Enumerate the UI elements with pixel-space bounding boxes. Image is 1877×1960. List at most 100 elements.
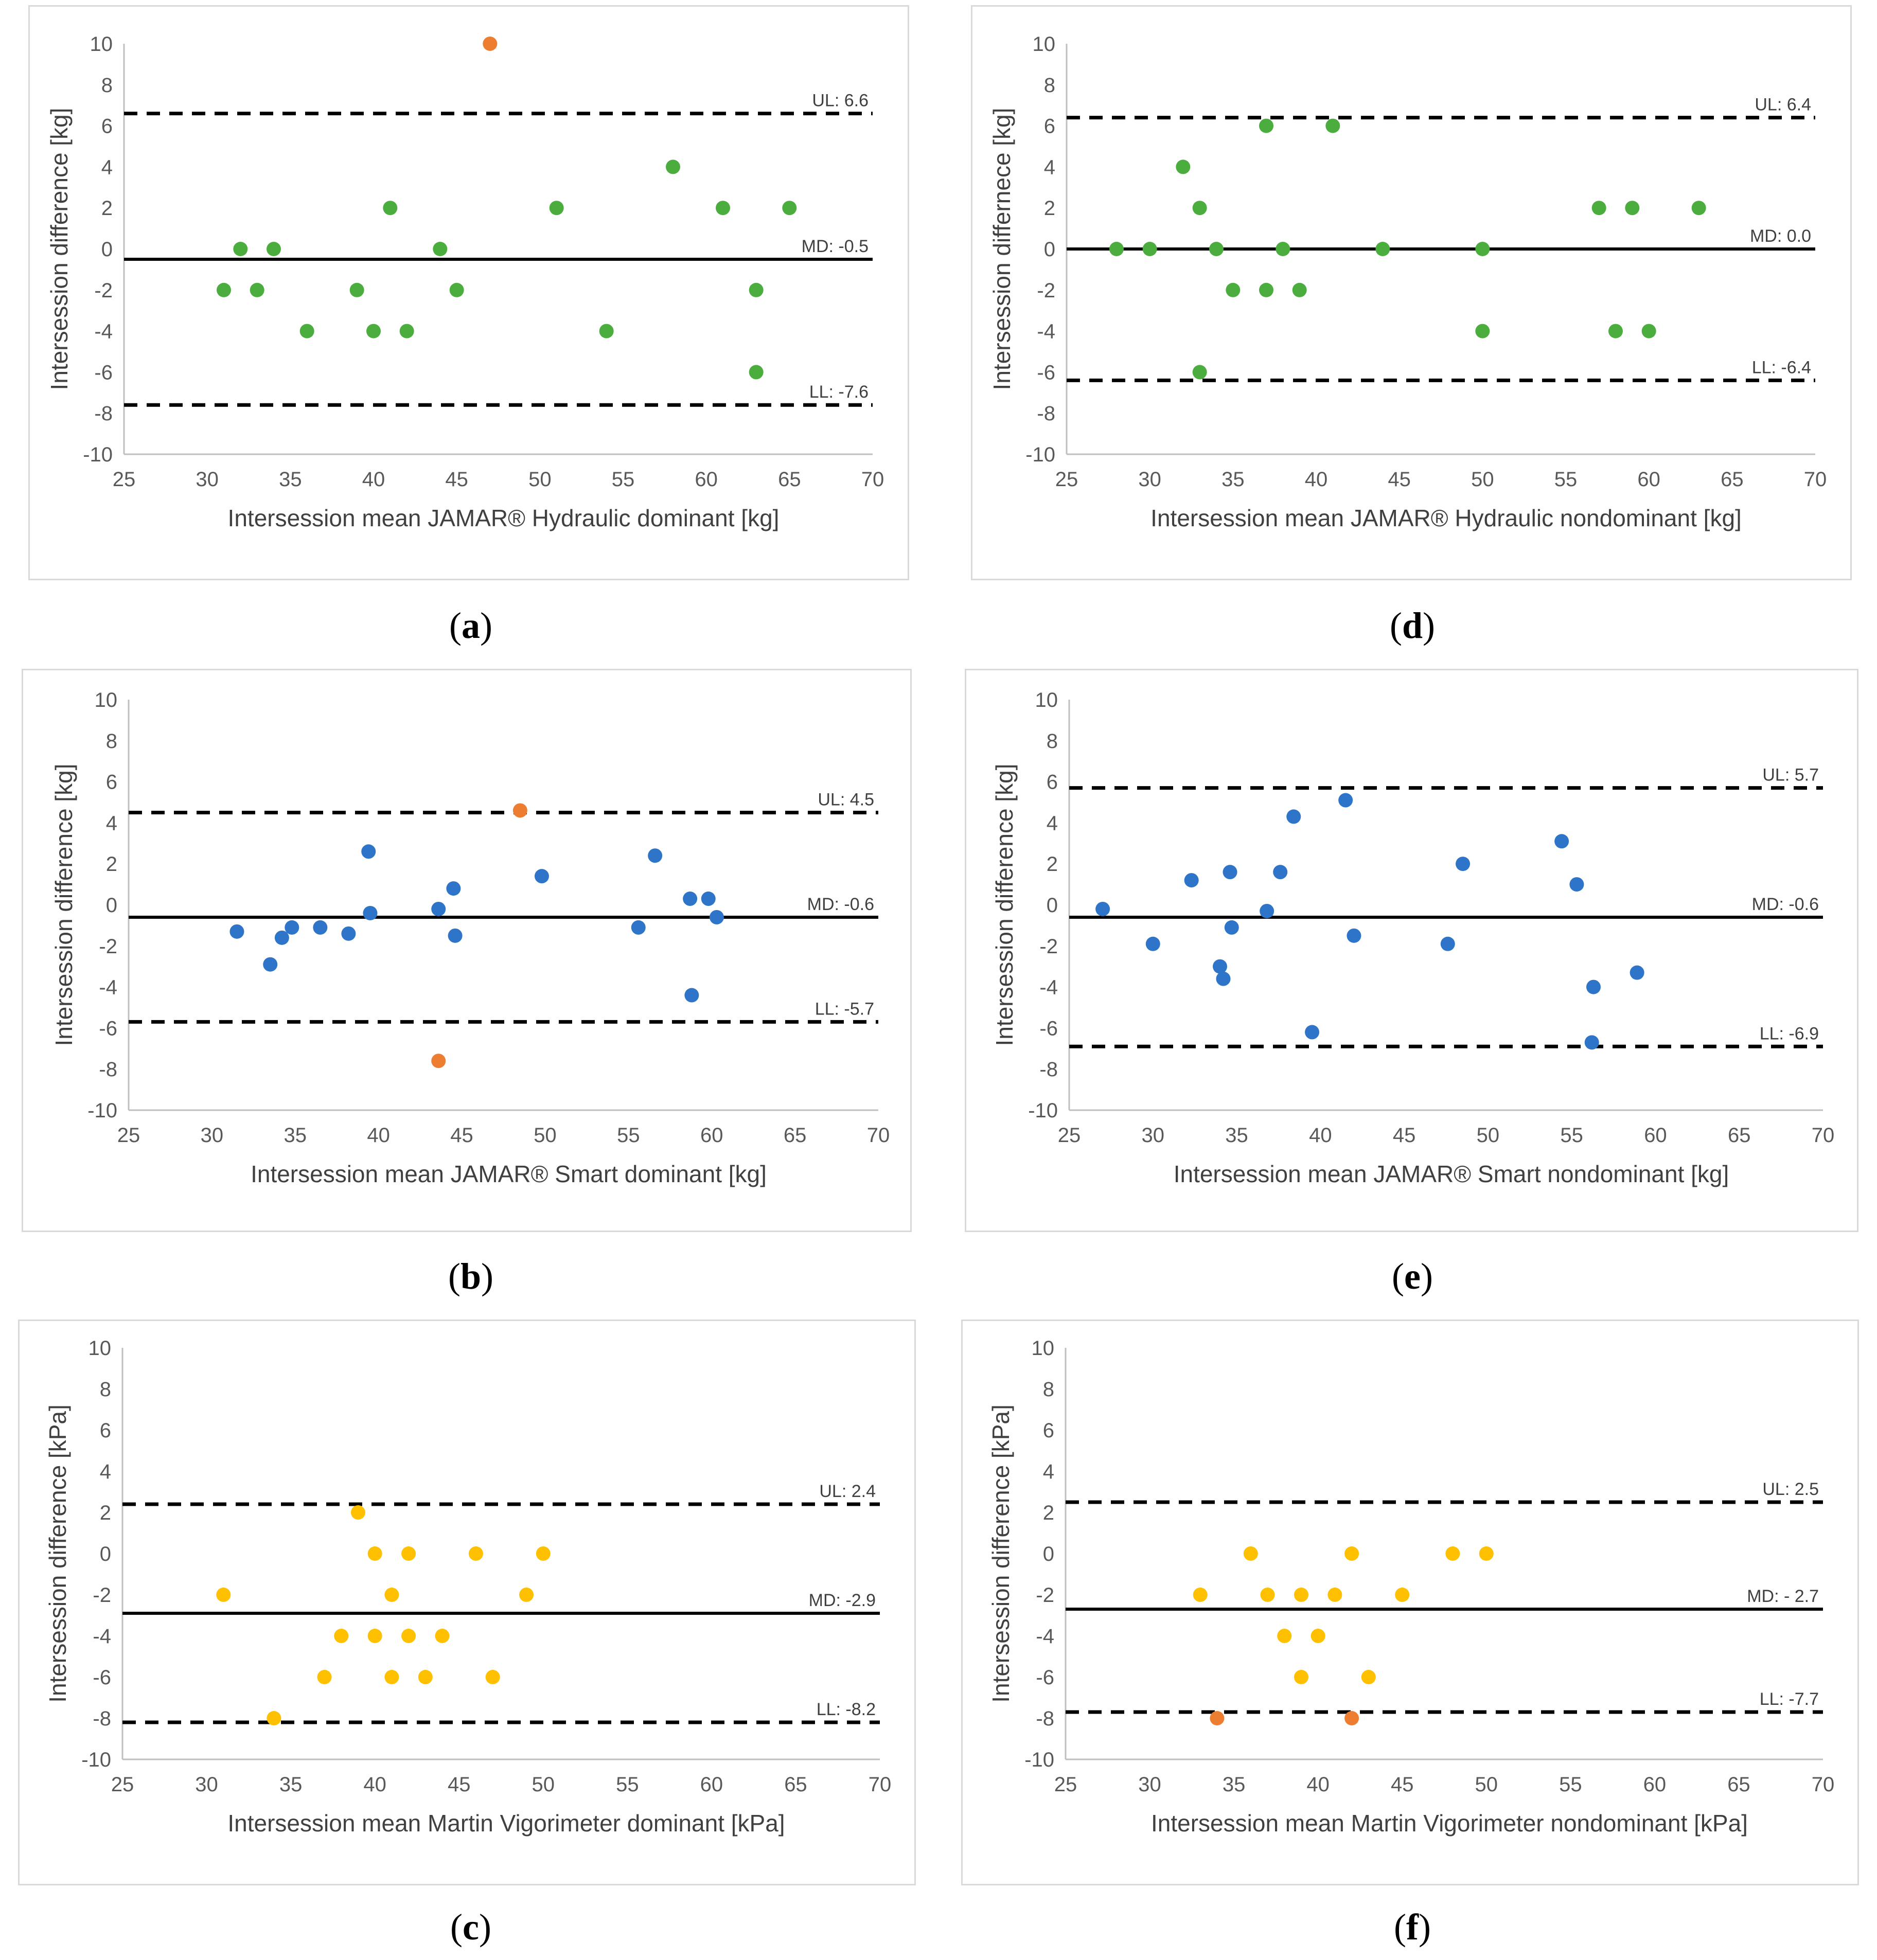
data-point	[1591, 201, 1606, 216]
y-tick-label: -10	[1025, 443, 1055, 466]
y-tick-label: 8	[101, 74, 113, 97]
x-tick-label: 45	[1388, 468, 1411, 491]
y-tick-label: 0	[1043, 1543, 1054, 1565]
data-point	[485, 1670, 500, 1684]
data-point	[1216, 971, 1231, 986]
x-tick-label: 55	[1554, 468, 1578, 491]
data-point	[1210, 1711, 1225, 1725]
data-point	[448, 928, 463, 943]
data-point	[433, 242, 448, 256]
data-point	[1554, 834, 1569, 849]
y-tick-label: 0	[101, 238, 113, 261]
x-tick-label: 35	[284, 1124, 307, 1147]
data-point	[683, 892, 698, 906]
y-tick-label: -10	[83, 443, 113, 466]
panel-label-d: (d)	[1389, 605, 1435, 646]
data-point	[1109, 242, 1124, 256]
y-tick-label: 6	[1044, 115, 1055, 138]
data-point	[317, 1670, 332, 1684]
y-tick-label: 2	[1047, 853, 1058, 876]
data-point	[782, 201, 797, 216]
data-point	[446, 881, 461, 896]
data-point	[384, 1670, 399, 1684]
x-tick-label: 25	[113, 468, 136, 491]
panel-label-c: (c)	[450, 1906, 491, 1948]
data-point	[361, 844, 376, 859]
y-tick-label: 0	[100, 1543, 111, 1565]
x-axis-title: Intersession mean Martin Vigorimeter non…	[1151, 1810, 1748, 1837]
data-point	[483, 37, 498, 51]
y-tick-label: 6	[100, 1419, 111, 1442]
x-tick-label: 65	[784, 1773, 807, 1796]
data-point	[1305, 1025, 1320, 1040]
data-point	[1445, 1546, 1460, 1561]
data-point	[383, 201, 398, 216]
chart-e-svg: -10 -8 -6 -4 -2 0 2 4 6 8 10 25 30 35 40 45 50 55 60 65 70 UL…	[991, 689, 1834, 1187]
data-point	[1475, 324, 1490, 338]
data-point	[1375, 242, 1390, 256]
x-tick-label: 35	[1221, 468, 1245, 491]
panel-label-f: (f)	[1394, 1906, 1431, 1948]
data-point	[534, 869, 549, 884]
data-point	[709, 910, 724, 924]
data-point	[1361, 1670, 1376, 1684]
x-tick-label: 70	[1812, 1773, 1835, 1796]
y-tick-label: 0	[106, 894, 117, 917]
y-tick-label: 8	[1047, 730, 1058, 753]
y-axis-title: Intersession difference [kg]	[991, 764, 1018, 1046]
y-tick-label: 6	[101, 115, 113, 138]
x-tick-label: 55	[612, 468, 635, 491]
y-tick-label: -4	[94, 320, 113, 343]
y-tick-label: 6	[106, 771, 117, 794]
x-tick-label: 50	[1471, 468, 1494, 491]
data-point	[1243, 1546, 1258, 1561]
y-tick-label: 4	[1043, 1460, 1054, 1483]
data-point	[263, 957, 278, 972]
data-point	[233, 242, 248, 256]
data-point	[217, 282, 231, 297]
data-point	[1209, 242, 1224, 256]
data-point	[401, 1546, 416, 1561]
x-tick-label: 50	[1475, 1773, 1498, 1796]
x-tick-label: 70	[861, 468, 884, 491]
x-tick-label: 65	[1721, 468, 1744, 491]
upper-limit-label: UL: 2.4	[819, 1482, 876, 1501]
data-point	[1347, 928, 1361, 943]
data-point	[512, 803, 527, 818]
data-point	[1475, 242, 1490, 256]
y-tick-label: -8	[1036, 1707, 1054, 1730]
x-tick-label: 60	[700, 1124, 723, 1147]
data-point	[363, 905, 378, 920]
data-point	[1344, 1711, 1359, 1725]
chart-f-svg: -10 -8 -6 -4 -2 0 2 4 6 8 10 25 30 35 40 45 50 55 60 65 70 UL…	[987, 1337, 1835, 1837]
upper-limit-label: UL: 6.4	[1755, 95, 1811, 115]
y-tick-label: -8	[1037, 402, 1055, 425]
y-tick-label: -10	[87, 1099, 117, 1122]
panel-label-e: (e)	[1392, 1256, 1433, 1297]
x-tick-label: 40	[363, 1773, 386, 1796]
lower-limit-label: LL: -8.2	[817, 1700, 876, 1719]
y-tick-label: -4	[93, 1625, 111, 1648]
chart-panel-e: -10 -8 -6 -4 -2 0 2 4 6 8 10 25 30 35 40 45 50 55 60 65 70 UL…	[965, 669, 1858, 1232]
x-tick-label: 35	[279, 468, 302, 491]
y-axis-title: Intersession difference [kPa]	[987, 1404, 1014, 1703]
data-point	[1176, 159, 1191, 174]
data-point	[1344, 1546, 1359, 1561]
x-tick-label: 30	[1138, 1773, 1161, 1796]
y-tick-label: -10	[1024, 1749, 1054, 1771]
x-axis-title: Intersession mean JAMAR® Smart dominant …	[251, 1161, 767, 1187]
y-tick-label: -4	[1039, 976, 1058, 999]
data-point	[1440, 936, 1455, 951]
y-tick-label: 2	[101, 197, 113, 220]
data-point	[1625, 201, 1640, 216]
x-tick-label: 65	[778, 468, 801, 491]
y-tick-label: 8	[1043, 1378, 1054, 1401]
data-point	[366, 324, 381, 338]
x-tick-label: 55	[617, 1124, 640, 1147]
y-tick-label: -6	[1039, 1017, 1058, 1040]
lower-limit-label: LL: -7.7	[1760, 1689, 1819, 1709]
y-tick-label: 10	[88, 1337, 112, 1360]
x-axis-title: Intersession mean JAMAR® Hydraulic nondo…	[1150, 505, 1742, 531]
data-point	[716, 201, 730, 216]
chart-panel-a: -10 -8 -6 -4 -2 0 2 4 6 8 10 25 30 35 40 45 50 55 60 65 70 UL…	[28, 5, 909, 580]
